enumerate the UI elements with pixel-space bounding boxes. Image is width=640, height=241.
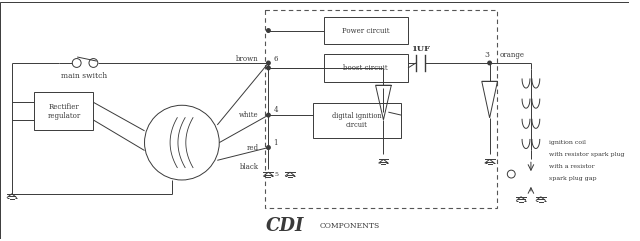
- Text: red: red: [246, 144, 259, 152]
- Text: 3: 3: [484, 51, 489, 59]
- Text: 4: 4: [273, 106, 278, 114]
- Text: Power circuit: Power circuit: [342, 27, 390, 34]
- Text: Rectifier
regulator: Rectifier regulator: [47, 103, 81, 120]
- Bar: [313, 103, 401, 138]
- Text: 6: 6: [273, 55, 278, 63]
- Text: COMPONENTS: COMPONENTS: [319, 222, 380, 230]
- Text: CDI: CDI: [266, 217, 304, 235]
- Bar: [266, 10, 497, 208]
- Text: with a resistor: with a resistor: [548, 164, 594, 169]
- Circle shape: [488, 61, 492, 65]
- Text: orange: orange: [499, 51, 524, 59]
- Text: boost circuit: boost circuit: [344, 64, 388, 72]
- Text: 1: 1: [273, 139, 278, 147]
- Text: 5: 5: [275, 172, 278, 177]
- Bar: [35, 93, 93, 130]
- Bar: [324, 54, 408, 82]
- Text: black: black: [239, 163, 259, 171]
- Circle shape: [267, 61, 270, 65]
- Circle shape: [267, 146, 270, 149]
- Text: white: white: [239, 111, 259, 119]
- Circle shape: [267, 113, 270, 117]
- Text: spark plug gap: spark plug gap: [548, 175, 596, 181]
- Bar: [324, 17, 408, 44]
- Text: digital ignition
circuit: digital ignition circuit: [332, 112, 381, 129]
- Text: with resistor spark plug: with resistor spark plug: [548, 152, 624, 157]
- Text: 1UF: 1UF: [412, 45, 430, 53]
- Circle shape: [267, 29, 270, 32]
- Text: ignition coil: ignition coil: [548, 140, 586, 145]
- Text: brown: brown: [236, 55, 259, 63]
- Circle shape: [267, 66, 270, 70]
- Text: main switch: main switch: [61, 72, 108, 80]
